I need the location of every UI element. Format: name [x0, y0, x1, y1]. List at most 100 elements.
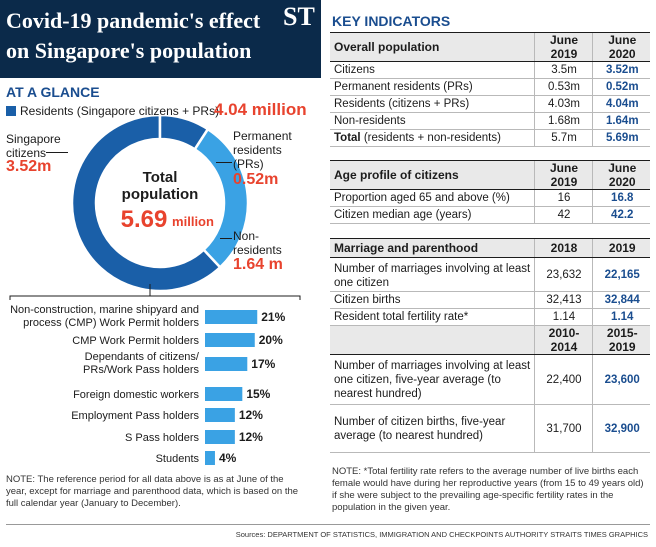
- header-col1: 2010-2014: [533, 325, 592, 355]
- row-value: 3.5m: [533, 61, 592, 79]
- header-col2: June 2020: [591, 32, 650, 62]
- header-col1: 2018: [533, 238, 592, 258]
- bar-category-label: Students: [156, 453, 200, 465]
- row-label: Number of marriages involving at least o…: [330, 257, 534, 292]
- bar-value-label: 12%: [239, 430, 263, 444]
- table-row: Number of marriages involving at least o…: [330, 257, 650, 292]
- row-value-highlight: 1.14: [591, 308, 650, 326]
- bar-category-label: process (CMP) Work Permit holders: [23, 317, 199, 329]
- header-label: Age profile of citizens: [330, 160, 534, 190]
- table-row: Permanent residents (PRs) 0.53m 0.52m: [330, 78, 650, 96]
- row-value-highlight: 3.52m: [591, 61, 650, 79]
- row-value-highlight: 16.8: [591, 189, 650, 207]
- marriage-parenthood-table: Marriage and parenthood 2018 2019 Number…: [330, 238, 650, 453]
- row-label: Non-residents: [330, 112, 534, 130]
- footer-divider: [6, 524, 650, 525]
- citizens-value: 3.52m: [6, 158, 52, 175]
- bar: [205, 333, 255, 347]
- total-rest: (residents + non-residents): [360, 132, 501, 144]
- bar-category-label: Employment Pass holders: [71, 410, 199, 422]
- bar-category-label: S Pass holders: [125, 432, 199, 444]
- row-value-highlight: 0.52m: [591, 78, 650, 96]
- row-value: 4.03m: [533, 95, 592, 113]
- row-value-highlight: 22,165: [591, 257, 650, 292]
- total-bold: Total: [334, 132, 361, 144]
- bar: [205, 357, 248, 371]
- bar: [205, 451, 215, 465]
- donut-slice-citizens: [70, 115, 222, 293]
- bar-category-label: CMP Work Permit holders: [72, 335, 199, 347]
- bar-category-label: Foreign domestic workers: [73, 389, 199, 401]
- bar-value-label: 4%: [219, 451, 237, 465]
- table-row: Citizens 3.5m 3.52m: [330, 61, 650, 79]
- bar-value-label: 12%: [239, 408, 263, 422]
- population-donut-chart: Total population 5.69 million: [70, 115, 250, 293]
- row-label: Resident total fertility rate*: [330, 308, 534, 326]
- donut-center-value: 5.69: [121, 206, 168, 233]
- bar-value-label: 17%: [251, 357, 275, 371]
- row-label: Citizen births: [330, 291, 534, 309]
- donut-center-unit: million: [172, 214, 214, 229]
- row-value-highlight: 5.69m: [591, 129, 650, 147]
- row-value: 0.53m: [533, 78, 592, 96]
- bar: [205, 387, 243, 401]
- row-label: Permanent residents (PRs): [330, 78, 534, 96]
- citizens-leader-line: [46, 152, 68, 153]
- fertility-note: NOTE: *Total fertility rate refers to th…: [332, 466, 644, 513]
- header-label: Marriage and parenthood: [330, 238, 534, 258]
- table-header: 2010-2014 2015-2019: [330, 325, 650, 355]
- table-row: Non-residents 1.68m 1.64m: [330, 112, 650, 130]
- row-label: Residents (citizens + PRs): [330, 95, 534, 113]
- row-value: 22,400: [533, 354, 592, 405]
- table-row: Number of citizen births, five-year aver…: [330, 404, 650, 453]
- bar-category-label: PRs/Work Pass holders: [83, 364, 199, 376]
- legend-value: 4.04 million: [214, 100, 307, 119]
- overall-population-table: Overall population June 2019 June 2020 C…: [330, 32, 650, 147]
- table-row: Resident total fertility rate* 1.14 1.14: [330, 308, 650, 326]
- donut-slice-nonres: [193, 127, 250, 270]
- nonres-value: 1.64 m: [233, 256, 283, 273]
- donut-center-line2: population: [122, 186, 199, 203]
- bar: [205, 408, 235, 422]
- row-value: 1.68m: [533, 112, 592, 130]
- row-value-highlight: 23,600: [591, 354, 650, 405]
- row-value: 42: [533, 206, 592, 224]
- row-value: 31,700: [533, 404, 592, 453]
- prs-label-3: (PRs): [233, 157, 264, 171]
- age-profile-table: Age profile of citizens June 2019 June 2…: [330, 160, 650, 224]
- bar-value-label: 20%: [259, 333, 283, 347]
- citizens-label-2: citizens: [6, 146, 47, 160]
- table-header: Age profile of citizens June 2019 June 2…: [330, 160, 650, 190]
- row-value: 23,632: [533, 257, 592, 292]
- table-row: Proportion aged 65 and above (%) 16 16.8: [330, 189, 650, 207]
- key-indicators-heading: KEY INDICATORS: [332, 13, 451, 29]
- row-value: 1.14: [533, 308, 592, 326]
- bar-value-label: 21%: [261, 310, 285, 324]
- row-label: Citizens: [330, 61, 534, 79]
- row-value-highlight: 42.2: [591, 206, 650, 224]
- left-note: NOTE: The reference period for all data …: [6, 474, 299, 509]
- row-value: 5.7m: [533, 129, 592, 147]
- row-label: Citizen median age (years): [330, 206, 534, 224]
- table-row: Citizen median age (years) 42 42.2: [330, 206, 650, 224]
- row-value-highlight: 1.64m: [591, 112, 650, 130]
- bar: [205, 310, 258, 324]
- table-header: Overall population June 2019 June 2020: [330, 32, 650, 62]
- row-label: Proportion aged 65 and above (%): [330, 189, 534, 207]
- non-residents-bar-chart: 21% Non-construction, marine shipyard and…: [10, 304, 286, 465]
- nonres-label-1: Non-: [233, 229, 260, 243]
- table-row-total: Total (residents + non-residents) 5.7m 5…: [330, 129, 650, 147]
- header-col1: June 2019: [533, 32, 592, 62]
- table-row: Citizen births 32,413 32,844: [330, 291, 650, 309]
- table-row: Residents (citizens + PRs) 4.03m 4.04m: [330, 95, 650, 113]
- title-banner: [0, 0, 321, 78]
- legend-swatch: [6, 106, 16, 116]
- nonres-label-2: residents: [233, 243, 282, 257]
- donut-center-line1: Total: [143, 169, 178, 186]
- header-label: [330, 325, 534, 355]
- header-col2: 2019: [591, 238, 650, 258]
- row-label: Number of marriages involving at least o…: [330, 354, 534, 405]
- row-value-highlight: 4.04m: [591, 95, 650, 113]
- bar-category-label: Non-construction, marine shipyard and: [10, 304, 199, 316]
- header-col2: 2015-2019: [591, 325, 650, 355]
